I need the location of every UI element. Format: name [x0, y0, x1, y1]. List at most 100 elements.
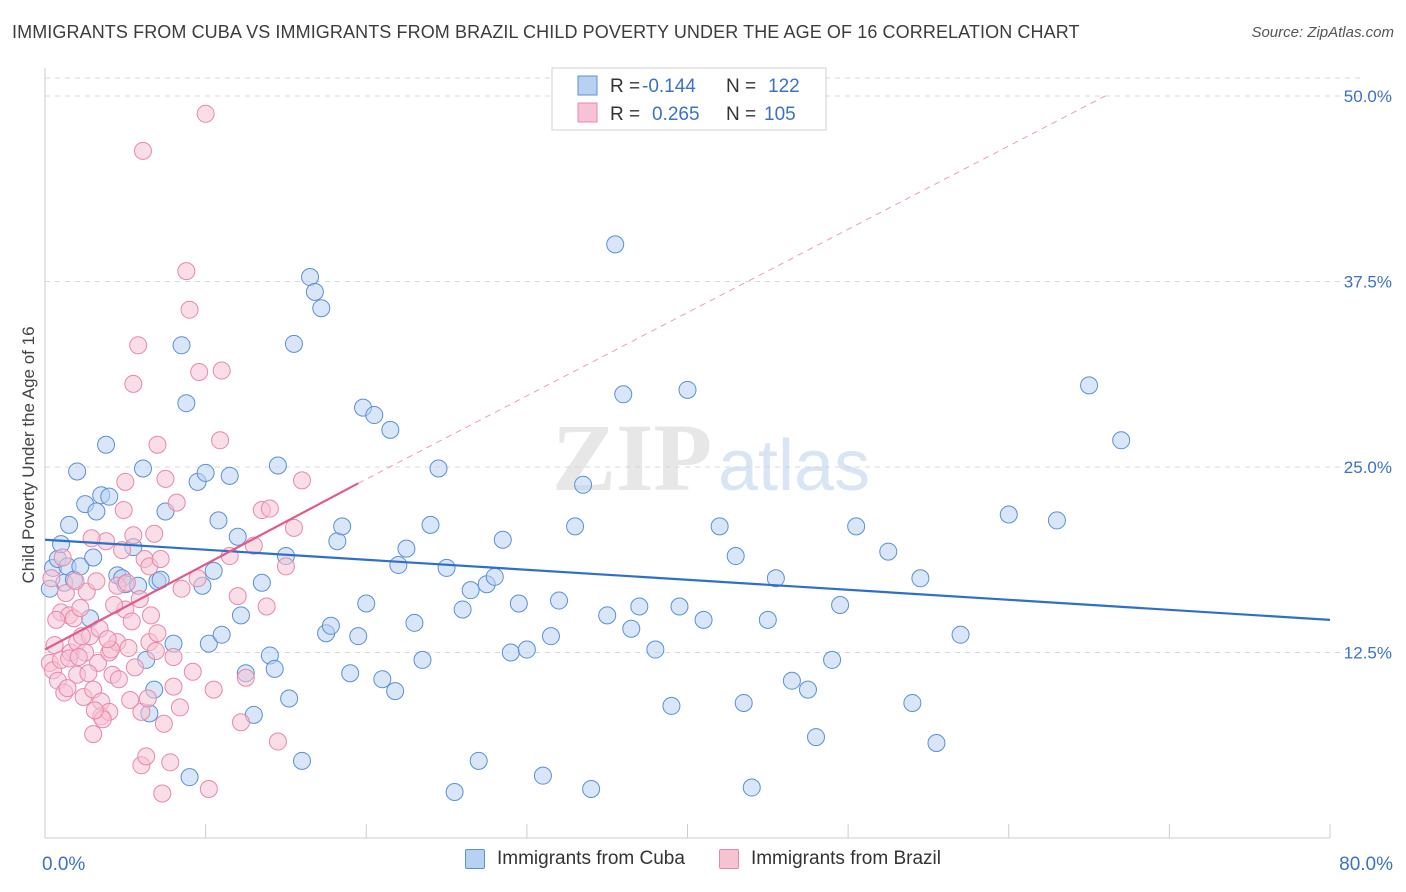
legend-item-cuba: Immigrants from Cuba [465, 848, 685, 870]
x-tick-label-0: 0.0% [42, 854, 85, 875]
stats-swatch-brazil [577, 102, 598, 123]
trend-line-cuba [44, 538, 1331, 621]
stats-r-value-brazil: 0.265 [652, 104, 700, 125]
point-brazil-54 [172, 579, 191, 598]
point-cuba-63 [413, 650, 432, 669]
point-brazil-31 [116, 472, 135, 491]
point-cuba-53 [341, 664, 360, 683]
point-cuba-52 [333, 517, 352, 536]
point-brazil-70 [260, 499, 279, 518]
point-cuba-77 [533, 766, 552, 785]
point-cuba-12 [97, 435, 116, 454]
point-brazil-71 [268, 732, 287, 751]
point-brazil-57 [183, 662, 202, 681]
point-cuba-107 [911, 569, 930, 588]
point-brazil-62 [212, 361, 231, 380]
point-cuba-4 [60, 515, 79, 534]
point-cuba-74 [501, 643, 520, 662]
y-tick-label-3: 50.0% [1344, 87, 1392, 106]
point-cuba-59 [381, 420, 400, 439]
point-cuba-93 [710, 517, 729, 536]
point-cuba-62 [405, 613, 424, 632]
point-cuba-104 [847, 517, 866, 536]
point-cuba-50 [321, 616, 340, 635]
point-cuba-73 [493, 530, 512, 549]
point-cuba-97 [758, 610, 777, 629]
source-label: Source: ZipAtlas.com [1251, 24, 1394, 41]
legend-item-brazil: Immigrants from Brazil [718, 848, 941, 870]
point-brazil-55 [177, 262, 196, 281]
point-cuba-95 [734, 693, 753, 712]
point-cuba-99 [782, 671, 801, 690]
point-brazil-60 [199, 780, 218, 799]
point-cuba-120 [280, 689, 299, 708]
point-cuba-79 [550, 591, 568, 610]
trend-lines [44, 95, 1331, 651]
point-brazil-98 [98, 630, 117, 649]
y-axis-label: Child Poverty Under the Age of 16 [19, 326, 38, 583]
point-brazil-104 [211, 431, 230, 450]
point-brazil-96 [69, 647, 88, 666]
y-tick-label-2: 37.5% [1344, 273, 1392, 292]
point-brazil-44 [145, 524, 164, 543]
point-cuba-86 [622, 619, 641, 638]
point-cuba-13 [100, 487, 119, 506]
point-cuba-78 [541, 627, 560, 646]
point-brazil-56 [180, 300, 199, 319]
point-brazil-49 [156, 469, 175, 488]
point-cuba-35 [220, 466, 239, 485]
point-brazil-100 [122, 612, 141, 631]
data-points [40, 104, 1131, 803]
point-brazil-74 [293, 471, 311, 490]
point-cuba-98 [766, 569, 785, 588]
point-brazil-47 [151, 550, 170, 569]
point-cuba-83 [598, 606, 617, 625]
point-cuba-72 [485, 567, 504, 586]
point-brazil-53 [167, 493, 186, 512]
point-cuba-90 [670, 597, 689, 616]
point-brazil-90 [117, 573, 136, 592]
point-cuba-42 [268, 456, 287, 475]
point-cuba-10 [87, 502, 106, 521]
series-legend: Immigrants from Cuba Immigrants from Bra… [0, 848, 1406, 870]
grid-lines [45, 77, 1365, 653]
point-cuba-111 [1047, 511, 1066, 530]
point-cuba-57 [365, 406, 384, 425]
x-tick-label-1: 80.0% [1339, 854, 1393, 875]
point-cuba-41 [265, 659, 284, 678]
legend-label-brazil: Immigrants from Brazil [750, 848, 941, 869]
point-brazil-69 [257, 597, 276, 616]
point-cuba-69 [461, 581, 480, 600]
legend-swatch-brazil [718, 849, 739, 869]
point-cuba-88 [646, 640, 665, 659]
point-brazil-93 [154, 714, 173, 733]
chart-title: IMMIGRANTS FROM CUBA VS IMMIGRANTS FROM … [12, 22, 1080, 42]
point-brazil-95 [58, 679, 77, 698]
point-brazil-19 [84, 725, 103, 744]
tick-labels: 12.5% 25.0% 37.5% 50.0% 0.0% 80.0% [42, 87, 1393, 875]
stats-swatch-cuba [577, 75, 598, 96]
watermark: ZIP atlas [552, 404, 870, 511]
point-cuba-81 [574, 475, 593, 494]
point-cuba-54 [349, 627, 368, 646]
point-cuba-34 [212, 625, 231, 644]
stats-n-value-brazil: 105 [764, 104, 796, 125]
point-cuba-27 [177, 394, 196, 413]
point-brazil-61 [204, 680, 223, 699]
point-brazil-7 [56, 584, 75, 603]
point-cuba-67 [445, 782, 464, 801]
point-cuba-70 [469, 751, 488, 770]
point-brazil-36 [124, 374, 143, 393]
point-cuba-6 [68, 462, 87, 481]
point-cuba-84 [606, 235, 625, 254]
point-cuba-32 [204, 561, 223, 580]
point-brazil-86 [66, 572, 85, 591]
legend-label-cuba: Immigrants from Cuba [497, 848, 685, 869]
point-cuba-31 [199, 634, 218, 653]
point-brazil-92 [142, 606, 161, 625]
point-cuba-47 [305, 282, 324, 301]
point-cuba-61 [397, 539, 416, 558]
y-tick-label-0: 12.5% [1344, 644, 1392, 663]
point-brazil-102 [170, 698, 189, 717]
point-cuba-109 [951, 625, 970, 644]
